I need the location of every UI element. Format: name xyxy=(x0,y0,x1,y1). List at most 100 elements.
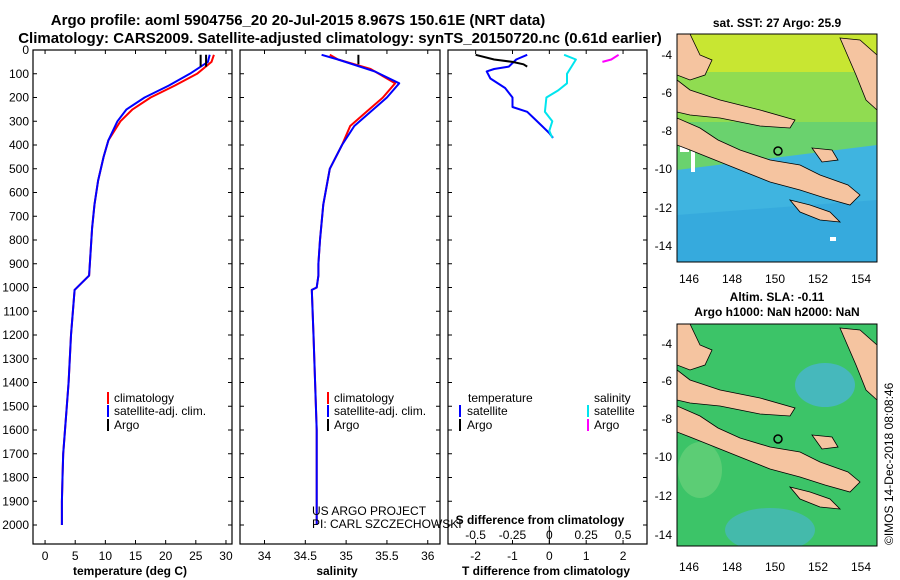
sst-xtick: 146 xyxy=(679,272,699,286)
sst-map xyxy=(677,34,877,262)
land-new-guinea xyxy=(677,405,861,493)
sla-xtick: 152 xyxy=(808,560,828,574)
sla-ytick: -8 xyxy=(661,412,672,426)
x-tick-label: 10 xyxy=(99,549,113,563)
difference-xlabel: T difference from climatology xyxy=(462,564,630,578)
depth-tick-label: 1900 xyxy=(2,494,29,508)
sla-ytick: -14 xyxy=(655,528,673,542)
depth-tick-label: 1600 xyxy=(2,423,29,437)
sla-map-yticks: -4 -6 -8 -10 -12 -14 xyxy=(655,337,673,542)
sst-xtick: 152 xyxy=(808,272,828,286)
sla-ytick: -6 xyxy=(661,374,672,388)
series-climatology xyxy=(60,54,215,525)
series-satellite-adj-clim- xyxy=(60,54,211,525)
depth-tick-label: 1000 xyxy=(2,281,29,295)
sst-map-frame xyxy=(676,33,878,263)
difference-profile-lines xyxy=(475,53,620,139)
x-tick-label: -2 xyxy=(470,549,481,563)
depth-tick-label: 1500 xyxy=(2,399,29,413)
depth-tick-label: 500 xyxy=(9,162,29,176)
s-diff-tick-label: 0.25 xyxy=(575,528,599,542)
salinity-plot-frame xyxy=(239,49,441,545)
land-new-ireland xyxy=(677,324,713,371)
legend-argo-label: Argo xyxy=(114,418,140,432)
land-bougainville xyxy=(839,327,877,401)
salinity-legend: climatology satellite-adj. clim. Argo xyxy=(327,391,426,432)
x-tick-label: 25 xyxy=(189,549,203,563)
s-diff-tick-label: 0.5 xyxy=(615,528,632,542)
sst-xtick: 150 xyxy=(765,272,785,286)
legend-s-argo-label: Argo xyxy=(594,418,620,432)
sla-map-subtitle: Argo h1000: NaN h2000: NaN xyxy=(694,305,859,319)
credit-pi: PI: CARL SZCZECHOWSKI xyxy=(312,517,462,531)
s-diff-tick-label: -0.5 xyxy=(465,528,486,542)
series-temperature-satellite xyxy=(485,53,554,139)
figure-title-line1: Argo profile: aoml 5904756_20 20-Jul-201… xyxy=(51,12,545,29)
land-new-britain xyxy=(677,369,796,417)
legend-t-argo-label: Argo xyxy=(467,418,493,432)
sst-map-xticks: 146 148 150 152 154 xyxy=(679,272,871,286)
sst-missing-data xyxy=(830,237,836,241)
depth-tick-label: 1800 xyxy=(2,471,29,485)
argo-float-marker xyxy=(773,146,783,156)
series-salinity-satellite xyxy=(543,53,577,139)
x-tick-label: 0 xyxy=(546,549,553,563)
salinity-profile-lines xyxy=(310,53,401,525)
sst-ytick: -14 xyxy=(655,239,673,253)
depth-tick-label: 300 xyxy=(9,114,29,128)
sst-ytick: -4 xyxy=(661,48,672,62)
sst-map-title: sat. SST: 27 Argo: 25.9 xyxy=(713,16,842,30)
sla-xtick: 150 xyxy=(765,560,785,574)
s-difference-xlabel: S difference from climatology xyxy=(456,513,625,527)
series-temperature-argo xyxy=(475,53,528,68)
legend-t-satellite-label: satellite xyxy=(467,404,508,418)
temperature-plot-frame xyxy=(32,49,233,545)
series-satellite-adj-clim- xyxy=(310,53,401,525)
sst-xtick: 154 xyxy=(851,272,871,286)
x-tick-label: 0 xyxy=(42,549,49,563)
sst-ytick: -10 xyxy=(655,162,673,176)
difference-plot-frame xyxy=(447,49,648,545)
land-new-ireland xyxy=(677,34,713,81)
x-tick-label: 1 xyxy=(583,549,590,563)
temperature-profile-lines xyxy=(60,54,215,525)
depth-tick-label: 600 xyxy=(9,186,29,200)
sla-xtick: 148 xyxy=(722,560,742,574)
legend-climatology-label: climatology xyxy=(334,391,394,405)
x-tick-label: 36 xyxy=(421,549,435,563)
legend-climatology-label: climatology xyxy=(114,391,174,405)
x-tick-label: 30 xyxy=(219,549,233,563)
sst-xtick: 148 xyxy=(722,272,742,286)
depth-tick-label: 1300 xyxy=(2,352,29,366)
legend-salinity-title: salinity xyxy=(594,391,631,405)
s-diff-tick-label: -0.25 xyxy=(499,528,527,542)
sla-ytick: -10 xyxy=(655,450,673,464)
sla-xtick: 154 xyxy=(851,560,871,574)
depth-tick-label: 700 xyxy=(9,209,29,223)
x-tick-label: 20 xyxy=(159,549,173,563)
figure-title-line2: Climatology: CARS2009. Satellite-adjuste… xyxy=(18,30,662,47)
series-climatology xyxy=(310,53,397,525)
argo-float-marker xyxy=(773,434,783,444)
x-tick-label: 34 xyxy=(258,549,272,563)
credit-project: US ARGO PROJECT xyxy=(312,504,427,518)
land-louisiade xyxy=(788,486,842,510)
depth-tick-label: 200 xyxy=(9,91,29,105)
x-tick-label: 34.5 xyxy=(294,549,318,563)
land-bougainville xyxy=(839,37,877,111)
sla-map-frame xyxy=(676,323,878,547)
sla-low-anomaly xyxy=(725,508,815,546)
x-tick-label: 5 xyxy=(72,549,79,563)
x-tick-label: 35.5 xyxy=(375,549,399,563)
sst-map-yticks: -4 -6 -8 -10 -12 -14 xyxy=(655,48,673,253)
salinity-xlabel: salinity xyxy=(316,564,358,578)
legend-satellite-label: satellite-adj. clim. xyxy=(114,404,206,418)
imos-timestamp: ©IMOS 14-Dec-2018 08:08:46 xyxy=(882,382,896,545)
legend-satellite-label: satellite-adj. clim. xyxy=(334,404,426,418)
land-new-guinea xyxy=(677,117,861,206)
sla-map-title: Altim. SLA: -0.11 xyxy=(730,290,825,304)
land-louisiade xyxy=(788,199,842,223)
depth-tick-label: 2000 xyxy=(2,518,29,532)
